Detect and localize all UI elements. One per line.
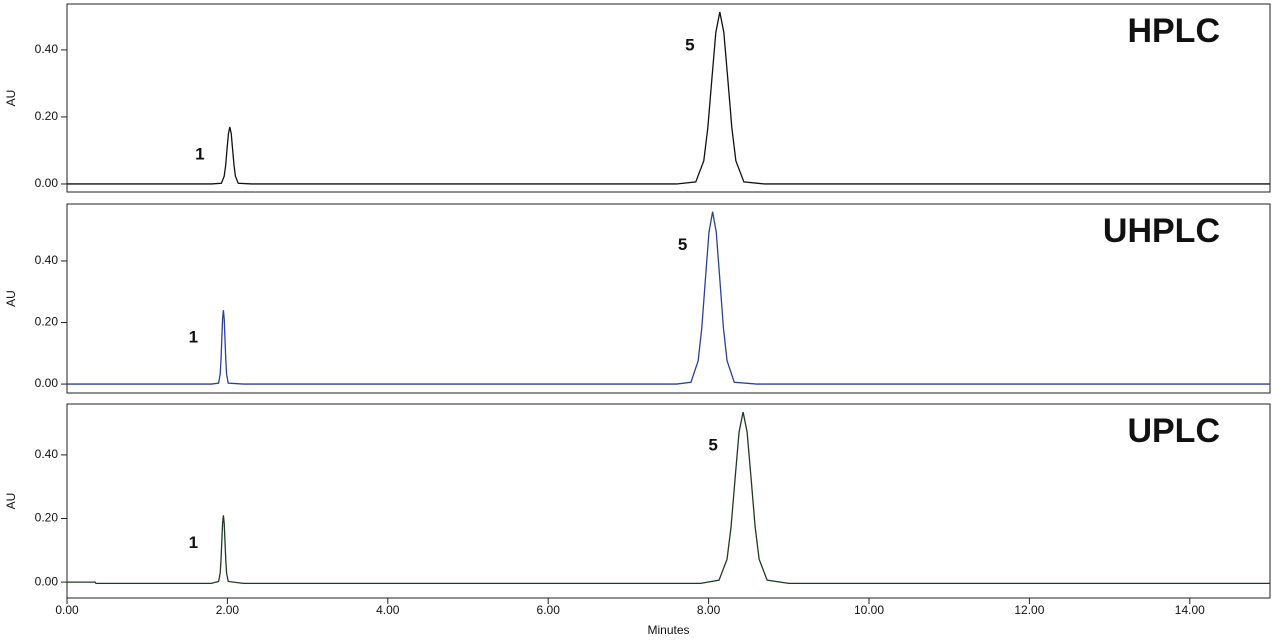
- x-tick-label: 10.00: [854, 603, 884, 617]
- y-axis-label: AU: [4, 493, 18, 510]
- panel-title: HPLC: [1127, 12, 1220, 50]
- y-tick-label: 0.40: [35, 447, 59, 461]
- peak-label: 5: [708, 435, 717, 454]
- x-tick-label: 2.00: [216, 603, 240, 617]
- peak-label: 5: [678, 235, 687, 254]
- panel-title: UHPLC: [1103, 212, 1220, 250]
- plot-frame: [66, 403, 1271, 599]
- plot-frame: [66, 203, 1271, 394]
- panel-title: UPLC: [1127, 412, 1220, 450]
- chromatogram-line: [67, 11, 1270, 185]
- chromatogram-line: [67, 411, 1270, 585]
- x-tick-label: 14.00: [1175, 603, 1205, 617]
- y-tick-label: 0.20: [35, 315, 59, 329]
- y-tick-label: 0.40: [35, 42, 59, 56]
- x-tick-label: 4.00: [376, 603, 400, 617]
- y-tick-label: 0.00: [35, 176, 59, 190]
- peak-label: 1: [189, 533, 198, 552]
- y-tick-label: 0.00: [35, 574, 59, 588]
- x-tick-label: 0.00: [55, 603, 79, 617]
- x-tick-label: 6.00: [537, 603, 561, 617]
- plot-frame: [66, 3, 1271, 193]
- y-tick-label: 0.20: [35, 511, 59, 525]
- y-axis-label: AU: [4, 90, 18, 107]
- peak-label: 1: [195, 144, 204, 163]
- y-tick-label: 0.20: [35, 109, 59, 123]
- y-axis-label: AU: [4, 290, 18, 307]
- y-tick-label: 0.00: [35, 376, 59, 390]
- peak-label: 5: [685, 36, 694, 55]
- x-axis-label: Minutes: [647, 623, 689, 637]
- x-tick-label: 8.00: [697, 603, 721, 617]
- peak-label: 1: [189, 328, 198, 347]
- y-tick-label: 0.40: [35, 253, 59, 267]
- x-tick-label: 12.00: [1014, 603, 1044, 617]
- chromatogram-line: [67, 211, 1270, 385]
